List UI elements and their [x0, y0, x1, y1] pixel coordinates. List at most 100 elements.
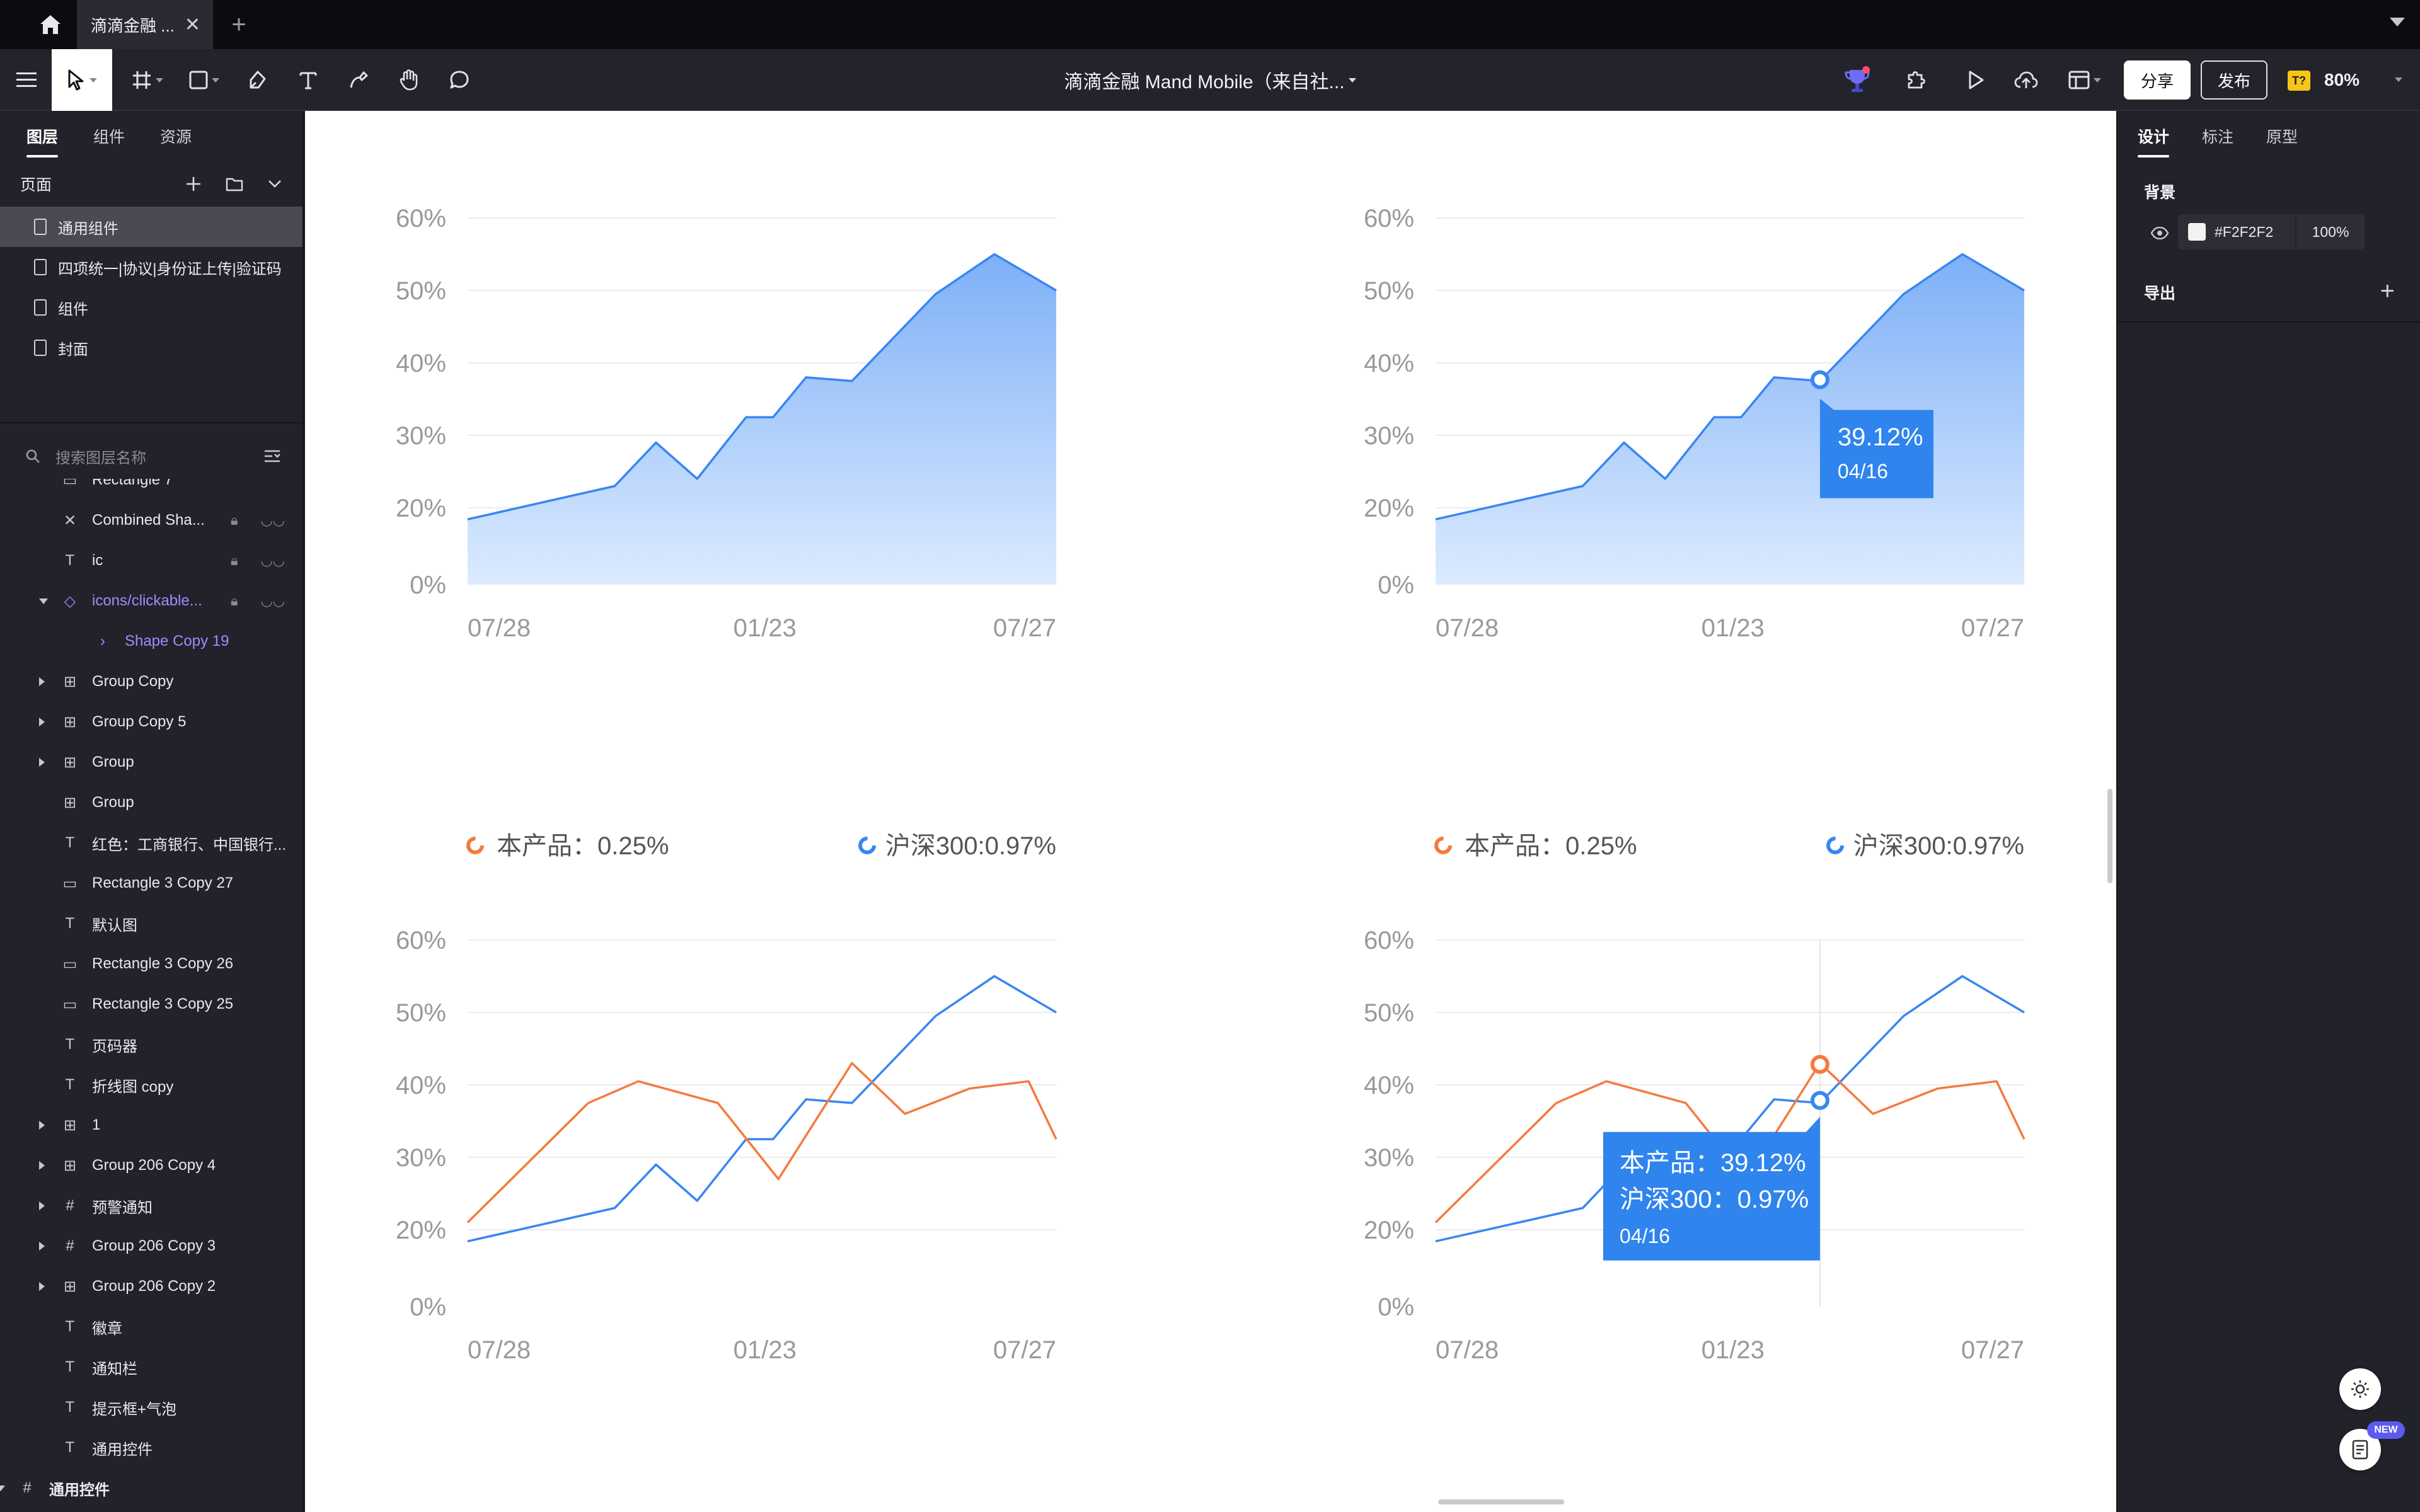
layer-row[interactable]: ▭ Rectangle 7 [0, 479, 302, 500]
tab-prototype[interactable]: 原型 [2266, 129, 2298, 146]
layer-row[interactable]: T 红色：工商银行、中国银行... [0, 823, 302, 863]
horizontal-scrollbar[interactable] [1438, 1499, 1564, 1504]
expand-caret-right-icon[interactable] [39, 758, 45, 767]
x-tick-label: 01/23 [734, 1336, 797, 1364]
page-item[interactable]: 通用组件 [0, 207, 302, 247]
pen-tool-button[interactable] [238, 49, 277, 111]
layer-row[interactable]: ⊞ Group Copy [0, 662, 302, 702]
publish-button[interactable]: 发布 [2201, 60, 2267, 100]
comment-tool-button[interactable] [440, 49, 479, 111]
layer-row[interactable]: ▭ Rectangle 3 Copy 26 [0, 944, 302, 984]
shape-tool-button[interactable] [180, 49, 228, 111]
expand-caret-down-icon[interactable] [0, 1485, 5, 1491]
layer-row[interactable]: T 折线图 copy [0, 1065, 302, 1105]
color-swatch[interactable] [2188, 223, 2206, 241]
filter-list-icon[interactable] [263, 449, 281, 464]
expand-caret-right-icon[interactable] [39, 718, 45, 726]
tab-bar: 滴滴金融 ... ✕ + [0, 0, 2420, 49]
lock-icon[interactable]: 🔒︎ [230, 553, 238, 568]
zoom-level[interactable]: 80% [2324, 70, 2360, 89]
plugin-badge-icon[interactable]: T? [2288, 71, 2310, 91]
tab-design[interactable]: 设计 [2138, 111, 2170, 161]
expand-caret-right-icon[interactable] [39, 1242, 45, 1251]
layer-row[interactable]: # Group 206 Copy 3 [0, 1226, 302, 1266]
eye-visibility-icon[interactable] [2150, 227, 2169, 239]
layer-row[interactable]: ▭ Rectangle 3 Copy 25 [0, 984, 302, 1024]
ai-assistant-button[interactable] [1838, 49, 1877, 111]
add-page-plus-icon[interactable] [185, 176, 202, 192]
hand-tool-button[interactable] [389, 49, 429, 111]
tab-components[interactable]: 组件 [93, 129, 125, 146]
eye-closed-icon[interactable]: ◡◡ [260, 512, 285, 528]
layer-search-input[interactable]: 搜索图层名称 [55, 449, 146, 467]
eye-closed-icon[interactable]: ◡◡ [260, 593, 285, 609]
layer-row[interactable]: › Shape Copy 19 [0, 621, 302, 662]
layer-row[interactable]: T 默认图 [0, 903, 302, 944]
layer-row[interactable]: ✕ Combined Sha... 🔒︎ ◡◡ [0, 500, 302, 541]
layer-row[interactable]: T 页码器 [0, 1024, 302, 1065]
theme-toggle-button[interactable] [2339, 1368, 2381, 1410]
layer-row[interactable]: T 提示框+气泡 [0, 1387, 302, 1428]
layer-name: 通用控件 [49, 1481, 110, 1499]
main-menu-button[interactable] [8, 49, 45, 111]
tab-assets[interactable]: 资源 [160, 129, 192, 146]
upload-button[interactable] [2007, 49, 2046, 111]
layer-row[interactable]: ▭ Rectangle 3 Copy 27 [0, 863, 302, 903]
lock-icon[interactable]: 🔒︎ [230, 512, 238, 528]
document-title-dropdown[interactable]: 滴滴金融 Mand Mobile（来自社... [945, 49, 1475, 111]
design-canvas[interactable]: 60% 50% 40% 30% 20% 0% 07/28 01/23 07/27 60% 50% 40… [305, 111, 2116, 1512]
layer-row[interactable]: ⊞ Group Copy 5 [0, 702, 302, 742]
preview-play-button[interactable] [1956, 49, 1995, 111]
tab-menu-chevron-icon[interactable] [2390, 18, 2405, 26]
new-tab-button[interactable]: + [231, 10, 246, 38]
add-export-plus-icon[interactable]: + [2380, 277, 2395, 305]
y-tick-label: 0% [410, 1293, 446, 1321]
expand-caret-right-icon[interactable] [39, 1161, 45, 1170]
tab-annotate[interactable]: 标注 [2202, 129, 2234, 146]
expand-caret-right-icon[interactable] [39, 1282, 45, 1291]
layer-name: Group 206 Copy 4 [92, 1157, 216, 1174]
expand-caret-right-icon[interactable] [39, 677, 45, 686]
page-item[interactable]: 封面 [0, 328, 302, 368]
document-tab[interactable]: 滴滴金融 ... ✕ [77, 0, 213, 49]
vertical-scrollbar[interactable] [2107, 789, 2112, 883]
share-button[interactable]: 分享 [2124, 60, 2191, 100]
pencil-tool-button[interactable] [339, 49, 378, 111]
layer-row[interactable]: T 通用控件 [0, 1428, 302, 1468]
layer-row[interactable]: # 预警通知 [0, 1186, 302, 1226]
page-item[interactable]: 组件 [0, 287, 302, 328]
layer-row[interactable]: ⊞ Group [0, 742, 302, 782]
layer-row[interactable]: ⊞ Group 206 Copy 2 [0, 1266, 302, 1307]
layer-row[interactable]: ⊞ Group 206 Copy 4 [0, 1145, 302, 1186]
expand-caret-right-icon[interactable] [39, 1121, 45, 1130]
tab-layers[interactable]: 图层 [26, 111, 59, 161]
layer-row[interactable]: ⊞ Group [0, 782, 302, 823]
plugins-button[interactable] [1897, 49, 1936, 111]
layout-view-button[interactable] [2061, 49, 2109, 111]
page-item[interactable]: 四项统一|协议|身份证上传|验证码 [0, 247, 302, 287]
layer-row[interactable]: T 徽章 [0, 1307, 302, 1347]
zoom-chevron-down-icon[interactable] [2395, 77, 2402, 82]
layer-search-bar[interactable]: 搜索图层名称 [0, 433, 302, 479]
lock-icon[interactable]: 🔒︎ [230, 593, 238, 609]
layer-row[interactable]: ◇ icons/clickable... 🔒︎ ◡◡ [0, 581, 302, 621]
close-tab-icon[interactable]: ✕ [184, 14, 200, 35]
x-tick-label: 07/28 [468, 614, 531, 642]
background-hex-value[interactable]: #F2F2F2 [2215, 223, 2274, 240]
collapse-chevron-down-icon[interactable] [267, 179, 282, 189]
background-opacity-value[interactable]: 100% [2312, 223, 2349, 240]
layer-row[interactable]: # 通用控件 [0, 1468, 302, 1508]
frame-tool-button[interactable] [124, 49, 171, 111]
area-fill [468, 254, 1056, 585]
layer-row[interactable]: ⊞ 1 [0, 1105, 302, 1145]
text-tool-button[interactable] [289, 49, 328, 111]
expand-caret-right-icon[interactable] [39, 1201, 45, 1210]
layer-row[interactable]: T 通知栏 [0, 1347, 302, 1387]
background-color-field[interactable]: #F2F2F2 100% [2178, 214, 2365, 249]
eye-closed-icon[interactable]: ◡◡ [260, 553, 285, 568]
select-tool-button[interactable] [52, 49, 112, 111]
expand-caret-down-icon[interactable] [39, 598, 48, 604]
folder-icon[interactable] [226, 176, 243, 192]
home-button[interactable] [28, 0, 73, 49]
